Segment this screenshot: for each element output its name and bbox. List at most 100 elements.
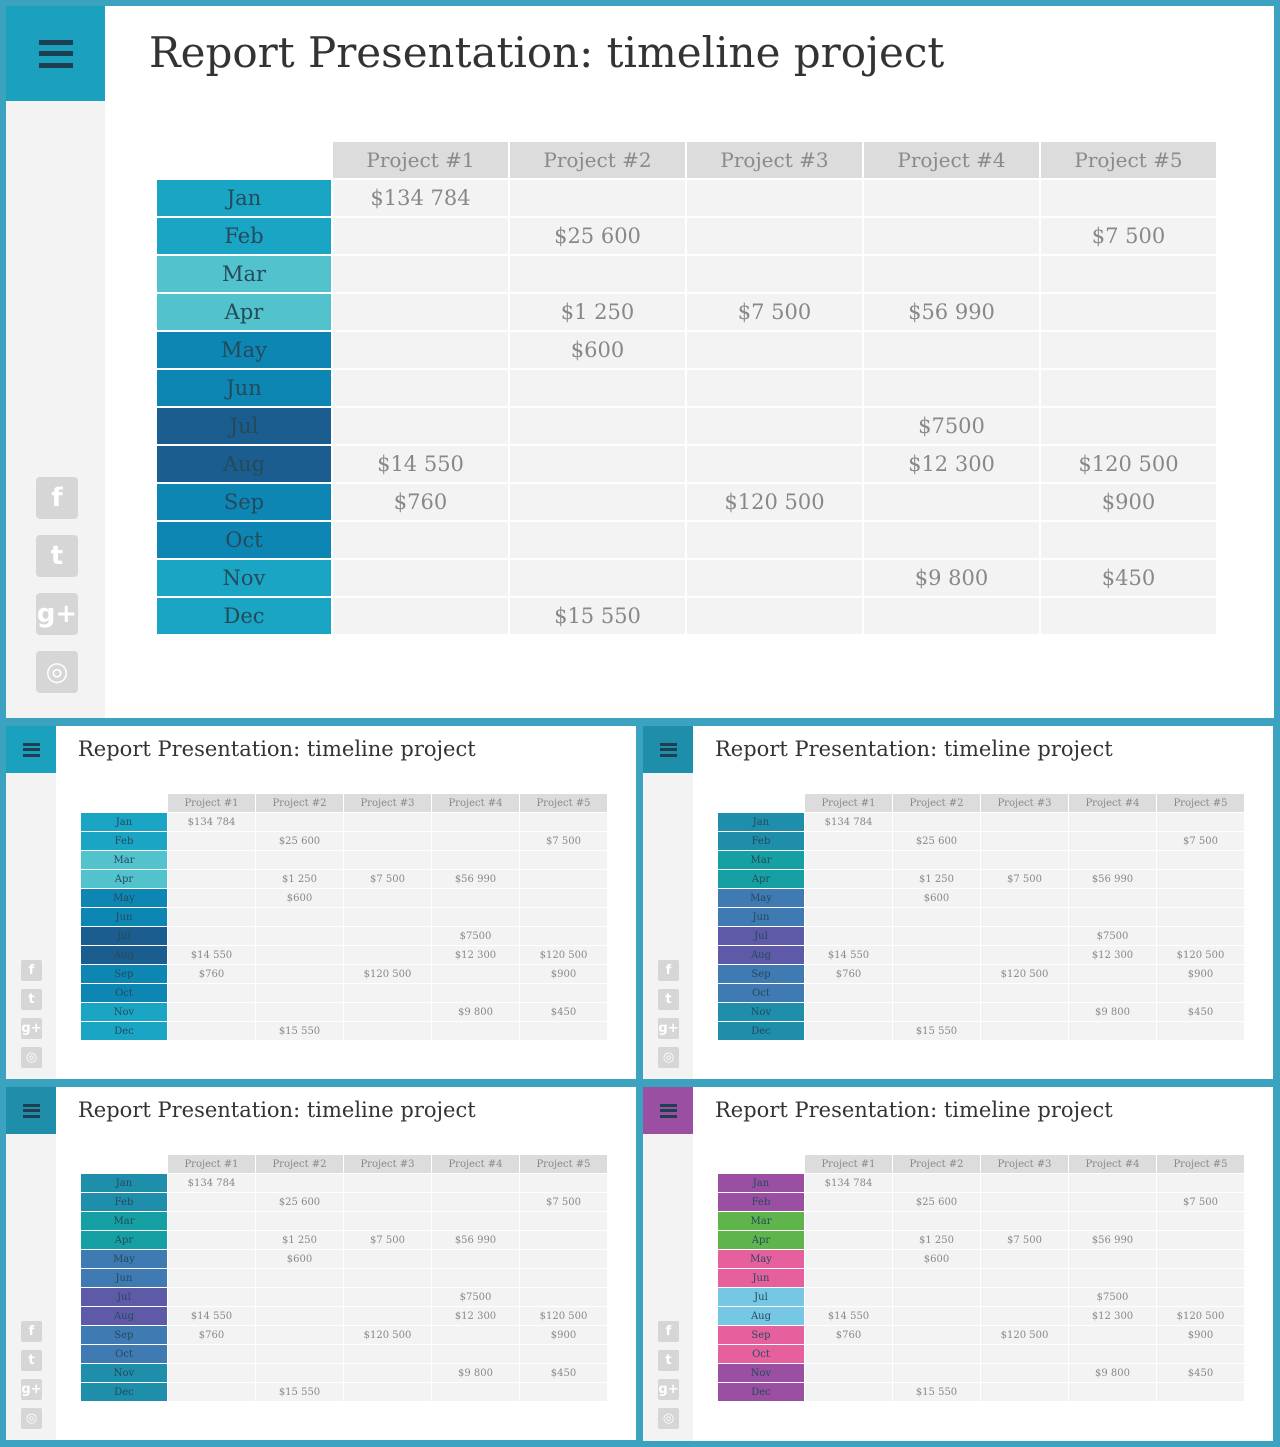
value-cell xyxy=(1041,332,1216,368)
facebook-icon[interactable]: f xyxy=(21,960,42,981)
facebook-icon[interactable]: f xyxy=(658,960,679,981)
twitter-icon[interactable]: t xyxy=(36,535,78,577)
value-cell xyxy=(256,1003,343,1021)
facebook-icon[interactable]: f xyxy=(36,477,78,519)
value-cell: $9 800 xyxy=(432,1003,519,1021)
google-plus-icon[interactable]: g+ xyxy=(21,1018,42,1039)
value-cell xyxy=(510,484,685,520)
twitter-icon[interactable]: t xyxy=(658,989,679,1010)
menu-button[interactable] xyxy=(6,1087,56,1134)
corner-cell xyxy=(157,142,331,178)
table-row: May $600 xyxy=(718,889,1244,907)
menu-button[interactable] xyxy=(6,726,56,773)
social-links: f t g+ ◎ xyxy=(658,960,679,1068)
month-label: Dec xyxy=(157,598,331,634)
value-cell xyxy=(432,965,519,983)
value-cell: $134 784 xyxy=(805,813,892,831)
table-row: Nov $9 800 $450 xyxy=(718,1364,1244,1382)
google-plus-icon[interactable]: g+ xyxy=(658,1379,679,1400)
value-cell xyxy=(510,408,685,444)
month-label: Nov xyxy=(718,1364,804,1382)
table-row: Jul $7500 xyxy=(157,408,1216,444)
month-label: Dec xyxy=(81,1022,167,1040)
menu-button[interactable] xyxy=(643,1087,693,1134)
value-cell: $900 xyxy=(1157,1326,1244,1344)
value-cell xyxy=(805,1345,892,1363)
value-cell xyxy=(344,1364,431,1382)
value-cell xyxy=(168,1193,255,1211)
value-cell xyxy=(1157,1174,1244,1192)
value-cell xyxy=(344,927,431,945)
google-plus-icon[interactable]: g+ xyxy=(21,1379,42,1400)
slide-thumbnail-3[interactable]: f t g+ ◎ Report Presentation: timeline proje… xyxy=(6,1087,636,1440)
value-cell: $56 990 xyxy=(864,294,1039,330)
month-label: May xyxy=(81,1250,167,1268)
value-cell xyxy=(432,908,519,926)
hamburger-icon xyxy=(22,742,40,757)
value-cell xyxy=(344,1003,431,1021)
value-cell xyxy=(893,1174,980,1192)
sidebar: f t g+ ◎ xyxy=(643,1087,693,1441)
month-label: Jan xyxy=(718,1174,804,1192)
slide-thumbnail-4[interactable]: f t g+ ◎ Report Presentation: timeline proje… xyxy=(643,1087,1273,1441)
table-row: Dec $15 550 xyxy=(718,1383,1244,1401)
table-row: Jul $7500 xyxy=(718,927,1244,945)
hamburger-icon xyxy=(22,1103,40,1118)
value-cell xyxy=(687,408,862,444)
table-row: Jun xyxy=(718,908,1244,926)
table-row: Apr $1 250 $7 500 $56 990 xyxy=(81,870,607,888)
value-cell: $450 xyxy=(1157,1364,1244,1382)
menu-button[interactable] xyxy=(643,726,693,773)
value-cell: $900 xyxy=(520,1326,607,1344)
value-cell xyxy=(893,908,980,926)
twitter-icon[interactable]: t xyxy=(21,989,42,1010)
slide-thumbnail-2[interactable]: f t g+ ◎ Report Presentation: timeline proje… xyxy=(643,726,1273,1079)
instagram-icon[interactable]: ◎ xyxy=(36,651,78,693)
column-header: Project #2 xyxy=(893,1155,980,1173)
facebook-icon[interactable]: f xyxy=(21,1321,42,1342)
value-cell xyxy=(805,870,892,888)
value-cell: $120 500 xyxy=(1041,446,1216,482)
value-cell: $450 xyxy=(1041,560,1216,596)
facebook-icon[interactable]: f xyxy=(658,1321,679,1342)
value-cell xyxy=(893,851,980,869)
value-cell xyxy=(1157,927,1244,945)
header-row: Project #1 Project #2 Project #3 Project #4… xyxy=(718,1155,1244,1173)
value-cell xyxy=(1041,408,1216,444)
value-cell: $7 500 xyxy=(1157,832,1244,850)
value-cell xyxy=(510,370,685,406)
value-cell xyxy=(333,522,508,558)
value-cell: $7 500 xyxy=(520,1193,607,1211)
slide-thumbnail-1[interactable]: f t g+ ◎ Report Presentation: timeline proje… xyxy=(6,726,636,1079)
google-plus-icon[interactable]: g+ xyxy=(36,593,78,635)
month-label: Jan xyxy=(81,813,167,831)
page-title: Report Presentation: timeline project xyxy=(715,1098,1113,1122)
value-cell: $25 600 xyxy=(510,218,685,254)
instagram-icon[interactable]: ◎ xyxy=(658,1047,679,1068)
month-label: Oct xyxy=(81,1345,167,1363)
twitter-icon[interactable]: t xyxy=(658,1350,679,1371)
value-cell xyxy=(687,180,862,216)
value-cell xyxy=(805,908,892,926)
value-cell: $120 500 xyxy=(520,946,607,964)
twitter-icon[interactable]: t xyxy=(21,1350,42,1371)
instagram-icon[interactable]: ◎ xyxy=(21,1047,42,1068)
instagram-icon[interactable]: ◎ xyxy=(21,1408,42,1429)
value-cell xyxy=(432,1326,519,1344)
month-label: Nov xyxy=(81,1364,167,1382)
instagram-icon[interactable]: ◎ xyxy=(658,1408,679,1429)
table-row: Apr $1 250 $7 500 $56 990 xyxy=(157,294,1216,330)
table-row: Oct xyxy=(718,1345,1244,1363)
value-cell: $450 xyxy=(1157,1003,1244,1021)
table-row: Sep $760 $120 500 $900 xyxy=(81,965,607,983)
value-cell: $1 250 xyxy=(256,870,343,888)
month-label: Sep xyxy=(718,965,804,983)
value-cell xyxy=(344,946,431,964)
value-cell xyxy=(805,984,892,1002)
value-cell xyxy=(520,1174,607,1192)
value-cell xyxy=(520,870,607,888)
social-links: f t g+ ◎ xyxy=(36,477,78,693)
month-label: Jul xyxy=(718,1288,804,1306)
menu-button[interactable] xyxy=(6,6,105,101)
google-plus-icon[interactable]: g+ xyxy=(658,1018,679,1039)
